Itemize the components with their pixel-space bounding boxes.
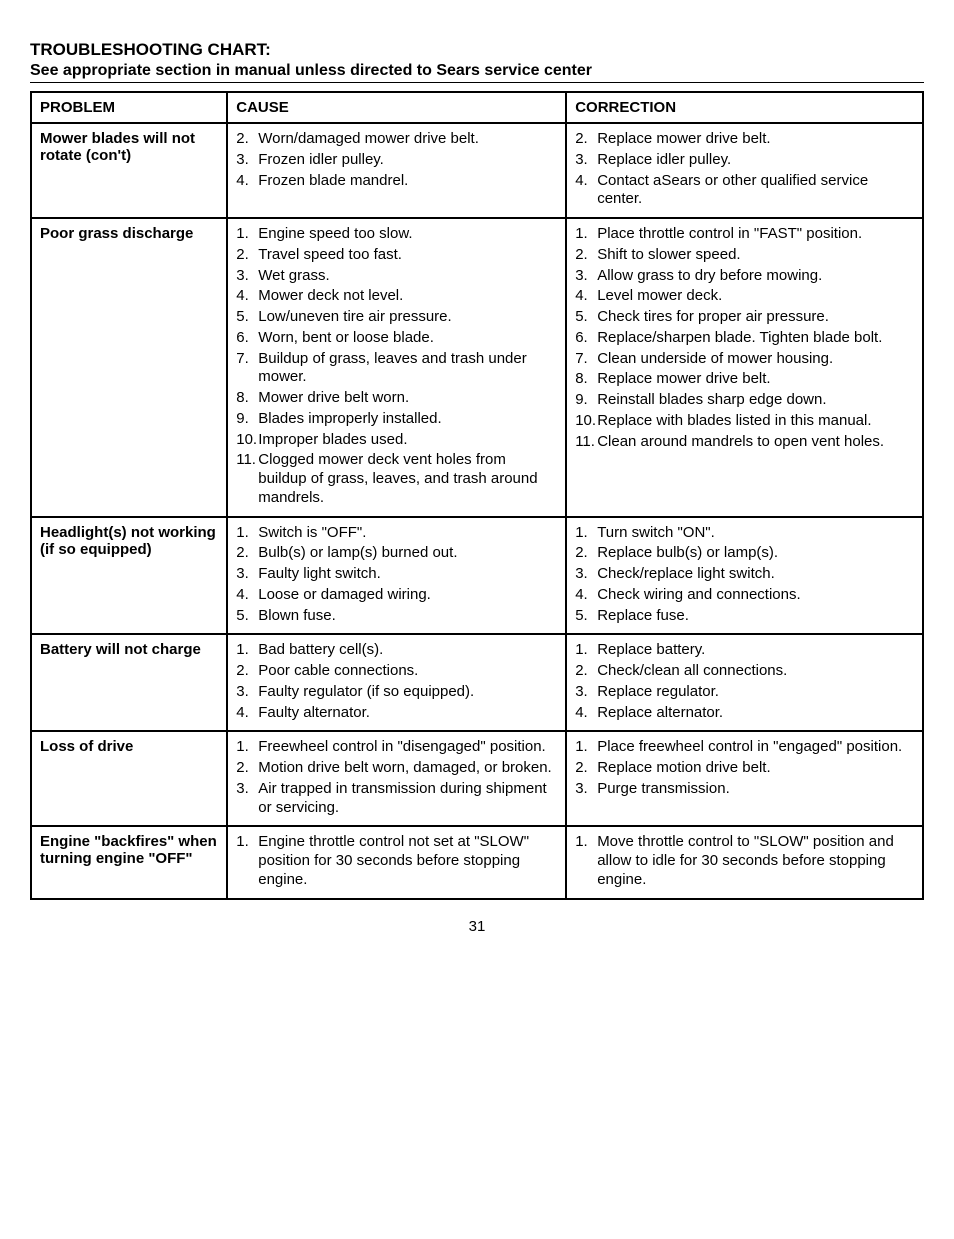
cause-cell: 1.Switch is "OFF".2.Bulb(s) or lamp(s) b… — [227, 517, 566, 635]
list-item: 2.Bulb(s) or lamp(s) burned out. — [236, 544, 557, 563]
table-row: Loss of drive 1.Freewheel control in "dis… — [31, 731, 923, 826]
list-item: 9.Blades improperly installed. — [236, 410, 557, 429]
list-item: 1.Bad battery cell(s). — [236, 641, 557, 660]
list-item: 1.Turn switch "ON". — [575, 524, 914, 543]
correction-cell: 1.Replace battery. 2.Check/clean all conn… — [566, 634, 923, 731]
list-item: 4.Check wiring and connections. — [575, 586, 914, 605]
list-item: 9.Reinstall blades sharp edge down. — [575, 391, 914, 410]
header-cause: CAUSE — [227, 92, 566, 123]
list-item: 8.Replace mower drive belt. — [575, 370, 914, 389]
cause-cell: 2.Worn/damaged mower drive belt. 3.Frozen… — [227, 123, 566, 218]
list-item: 3.Replace idler pulley. — [575, 151, 914, 170]
correction-cell: 1.Place throttle control in "FAST" posit… — [566, 218, 923, 517]
list-item: 2.Poor cable connections. — [236, 662, 557, 681]
list-item: 6.Worn, bent or loose blade. — [236, 329, 557, 348]
table-row: Poor grass discharge1.Engine speed too s… — [31, 218, 923, 517]
list-item: 2.Travel speed too fast. — [236, 246, 557, 265]
list-item: 3.Frozen idler pulley. — [236, 151, 557, 170]
list-item: 1.Engine throttle control not set at "SL… — [236, 833, 557, 889]
list-item: 11.Clean around mandrels to open vent ho… — [575, 433, 914, 452]
list-item: 5.Check tires for proper air pressure. — [575, 308, 914, 327]
list-item: 11.Clogged mower deck vent holes from bu… — [236, 451, 557, 507]
cause-cell: 1.Engine speed too slow. 2.Travel speed t… — [227, 218, 566, 517]
table-header-row: PROBLEM CAUSE CORRECTION — [31, 92, 923, 123]
list-item: 5.Blown fuse. — [236, 607, 557, 626]
list-item: 7.Clean underside of mower housing. — [575, 350, 914, 369]
list-item: 4.Loose or damaged wiring. — [236, 586, 557, 605]
problem-cell: Loss of drive — [31, 731, 227, 826]
table-row: Mower blades will not rotate (con't)2.Wo… — [31, 123, 923, 218]
list-item: 1.Replace battery. — [575, 641, 914, 660]
list-item: 7.Buildup of grass, leaves and trash und… — [236, 350, 557, 388]
list-item: 1.Place freewheel control in "engaged" p… — [575, 738, 914, 757]
list-item: 3.Replace regulator. — [575, 683, 914, 702]
list-item: 3.Check/replace light switch. — [575, 565, 914, 584]
cause-cell: 1.Engine throttle control not set at "SL… — [227, 826, 566, 898]
list-item: 4.Frozen blade mandrel. — [236, 172, 557, 191]
list-item: 1.Engine speed too slow. — [236, 225, 557, 244]
problem-cell: Headlight(s) not working (if so equipped… — [31, 517, 227, 635]
correction-cell: 2.Replace mower drive belt. 3.Replace idl… — [566, 123, 923, 218]
cause-cell: 1.Bad battery cell(s). 2.Poor cable conne… — [227, 634, 566, 731]
table-row: Engine "backfires" when turning engine "… — [31, 826, 923, 898]
list-item: 2.Shift to slower speed. — [575, 246, 914, 265]
chart-subtitle: See appropriate section in manual unless… — [30, 62, 924, 83]
list-item: 3.Air trapped in transmission during shi… — [236, 780, 557, 818]
list-item: 4.Faulty alternator. — [236, 704, 557, 723]
list-item: 2.Check/clean all connections. — [575, 662, 914, 681]
list-item: 2.Replace bulb(s) or lamp(s). — [575, 544, 914, 563]
list-item: 8.Mower drive belt worn. — [236, 389, 557, 408]
table-row: Headlight(s) not working (if so equipped… — [31, 517, 923, 635]
header-problem: PROBLEM — [31, 92, 227, 123]
chart-title: TROUBLESHOOTING CHART: — [30, 40, 924, 60]
table-row: Battery will not charge1.Bad battery cel… — [31, 634, 923, 731]
list-item: 5.Replace fuse. — [575, 607, 914, 626]
problem-cell: Battery will not charge — [31, 634, 227, 731]
list-item: 4.Replace alternator. — [575, 704, 914, 723]
list-item: 2.Replace mower drive belt. — [575, 130, 914, 149]
list-item: 2.Worn/damaged mower drive belt. — [236, 130, 557, 149]
list-item: 3.Wet grass. — [236, 267, 557, 286]
correction-cell: 1.Turn switch "ON".2.Replace bulb(s) or … — [566, 517, 923, 635]
problem-cell: Mower blades will not rotate (con't) — [31, 123, 227, 218]
header-correction: CORRECTION — [566, 92, 923, 123]
list-item: 3.Allow grass to dry before mowing. — [575, 267, 914, 286]
list-item: 4.Level mower deck. — [575, 287, 914, 306]
page-number: 31 — [30, 918, 924, 935]
list-item: 4.Mower deck not level. — [236, 287, 557, 306]
list-item: 1.Place throttle control in "FAST" posit… — [575, 225, 914, 244]
troubleshooting-table: PROBLEM CAUSE CORRECTION Mower blades wi… — [30, 91, 924, 900]
cause-cell: 1.Freewheel control in "disengaged" posi… — [227, 731, 566, 826]
list-item: 2.Motion drive belt worn, damaged, or br… — [236, 759, 557, 778]
list-item: 3.Faulty light switch. — [236, 565, 557, 584]
list-item: 3.Faulty regulator (if so equipped). — [236, 683, 557, 702]
problem-cell: Poor grass discharge — [31, 218, 227, 517]
list-item: 4.Contact aSears or other qualified serv… — [575, 172, 914, 210]
list-item: 6.Replace/sharpen blade. Tighten blade b… — [575, 329, 914, 348]
list-item: 5.Low/uneven tire air pressure. — [236, 308, 557, 327]
list-item: 2.Replace motion drive belt. — [575, 759, 914, 778]
correction-cell: 1.Move throttle control to "SLOW" positi… — [566, 826, 923, 898]
problem-cell: Engine "backfires" when turning engine "… — [31, 826, 227, 898]
list-item: 10.Improper blades used. — [236, 431, 557, 450]
list-item: 10.Replace with blades listed in this ma… — [575, 412, 914, 431]
correction-cell: 1.Place freewheel control in "engaged" p… — [566, 731, 923, 826]
list-item: 1.Freewheel control in "disengaged" posi… — [236, 738, 557, 757]
list-item: 3.Purge transmission. — [575, 780, 914, 799]
list-item: 1.Move throttle control to "SLOW" positi… — [575, 833, 914, 889]
list-item: 1.Switch is "OFF". — [236, 524, 557, 543]
